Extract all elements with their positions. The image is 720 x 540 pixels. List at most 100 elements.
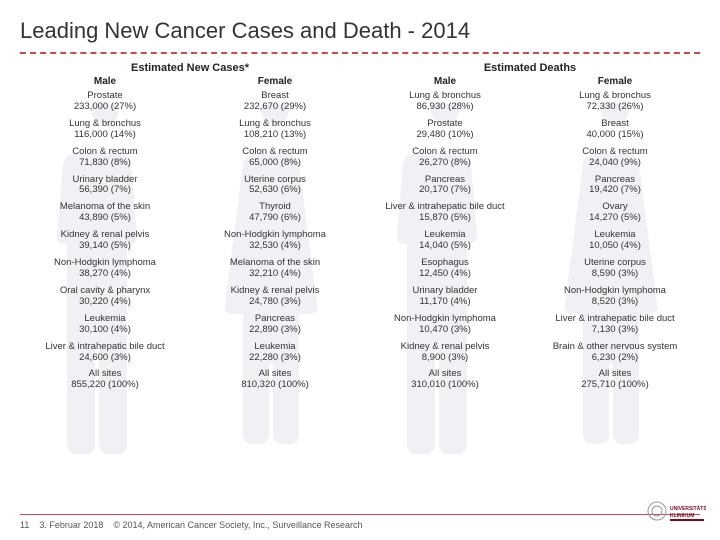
logo-text-1: UNIVERSITÄTS	[670, 505, 706, 512]
list-item: Lung & bronchus116,000 (14%)	[20, 119, 190, 141]
cancer-value: 8,520 (3%)	[530, 297, 700, 308]
list-item: Breast232,670 (29%)	[190, 91, 360, 113]
section-header-new-cases: Estimated New Cases*	[20, 62, 360, 76]
cancer-value: 10,050 (4%)	[530, 241, 700, 252]
list-item: Melanoma of the skin32,210 (4%)	[190, 258, 360, 280]
cancer-list: Prostate233,000 (27%) Lung & bronchus116,…	[20, 91, 190, 391]
section-header-deaths: Estimated Deaths	[360, 62, 700, 76]
list-item: Ovary14,270 (5%)	[530, 202, 700, 224]
footer-date: 3. Februar 2018	[39, 520, 103, 530]
list-item: Non-Hodgkin lymphoma8,520 (3%)	[530, 286, 700, 308]
cancer-value: 11,170 (4%)	[360, 297, 530, 308]
cancer-value: 86,930 (28%)	[360, 102, 530, 113]
list-item: Prostate233,000 (27%)	[20, 91, 190, 113]
list-item: Liver & intrahepatic bile duct7,130 (3%)	[530, 314, 700, 336]
cancer-list: Lung & bronchus86,930 (28%) Prostate29,48…	[360, 91, 530, 391]
cancer-name: Colon & rectum	[530, 147, 700, 158]
list-item: Pancreas22,890 (3%)	[190, 314, 360, 336]
list-item: Leukemia10,050 (4%)	[530, 230, 700, 252]
list-item: Leukemia22,280 (3%)	[190, 342, 360, 364]
list-item: Kidney & renal pelvis39,140 (5%)	[20, 230, 190, 252]
footer: 11 3. Februar 2018 © 2014, American Canc…	[20, 514, 700, 530]
cancer-value: 72,330 (26%)	[530, 102, 700, 113]
column-gender-header: Male	[360, 76, 530, 87]
cancer-value: 855,220 (100%)	[20, 380, 190, 391]
cancer-value: 8,900 (3%)	[360, 353, 530, 364]
list-item: Non-Hodgkin lymphoma38,270 (4%)	[20, 258, 190, 280]
cancer-value: 19,420 (7%)	[530, 185, 700, 196]
cancer-value: 39,140 (5%)	[20, 241, 190, 252]
cancer-name: Brain & other nervous system	[530, 342, 700, 353]
logo-text-2: KLINIKUM	[670, 513, 694, 519]
list-item: All sites855,220 (100%)	[20, 369, 190, 391]
cancer-value: 108,210 (13%)	[190, 130, 360, 141]
column-1: Female Breast232,670 (29%) Lung & bronchus…	[190, 76, 360, 397]
list-item: Lung & bronchus86,930 (28%)	[360, 91, 530, 113]
list-item: Leukemia30,100 (4%)	[20, 314, 190, 336]
cancer-value: 65,000 (8%)	[190, 158, 360, 169]
column-gender-header: Female	[190, 76, 360, 87]
cancer-value: 310,010 (100%)	[360, 380, 530, 391]
cancer-name: Kidney & renal pelvis	[360, 342, 530, 353]
list-item: Urinary bladder11,170 (4%)	[360, 286, 530, 308]
cancer-value: 12,450 (4%)	[360, 269, 530, 280]
list-item: Colon & rectum24,040 (9%)	[530, 147, 700, 169]
section-headers-row: Estimated New Cases* Estimated Deaths	[20, 62, 700, 76]
cancer-value: 14,270 (5%)	[530, 213, 700, 224]
cancer-value: 24,040 (9%)	[530, 158, 700, 169]
cancer-value: 32,530 (4%)	[190, 241, 360, 252]
list-item: Pancreas19,420 (7%)	[530, 175, 700, 197]
data-grid: MaleProstate233,000 (27%)Lung & bronchus…	[20, 76, 700, 397]
column-0: Male Prostate233,000 (27%) Lung & bronchus…	[20, 76, 190, 397]
list-item: Urinary bladder56,390 (7%)	[20, 175, 190, 197]
cancer-value: 32,210 (4%)	[190, 269, 360, 280]
cancer-value: 24,780 (3%)	[190, 297, 360, 308]
list-item: Kidney & renal pelvis24,780 (3%)	[190, 286, 360, 308]
list-item: Lung & bronchus72,330 (26%)	[530, 91, 700, 113]
list-item: Liver & intrahepatic bile duct24,600 (3%…	[20, 342, 190, 364]
list-item: Thyroid47,790 (6%)	[190, 202, 360, 224]
list-item: Colon & rectum65,000 (8%)	[190, 147, 360, 169]
cancer-name: Colon & rectum	[20, 147, 190, 158]
cancer-value: 26,270 (8%)	[360, 158, 530, 169]
cancer-value: 275,710 (100%)	[530, 380, 700, 391]
list-item: Prostate29,480 (10%)	[360, 119, 530, 141]
list-item: Brain & other nervous system6,230 (2%)	[530, 342, 700, 364]
list-item: All sites310,010 (100%)	[360, 369, 530, 391]
cancer-name: Colon & rectum	[360, 147, 530, 158]
cancer-value: 30,100 (4%)	[20, 325, 190, 336]
footer-copyright: © 2014, American Cancer Society, Inc., S…	[113, 520, 362, 530]
list-item: Colon & rectum71,830 (8%)	[20, 147, 190, 169]
cancer-name: Leukemia	[190, 342, 360, 353]
list-item: Pancreas20,170 (7%)	[360, 175, 530, 197]
list-item: Colon & rectum26,270 (8%)	[360, 147, 530, 169]
list-item: Breast40,000 (15%)	[530, 119, 700, 141]
cancer-value: 43,890 (5%)	[20, 213, 190, 224]
cancer-value: 30,220 (4%)	[20, 297, 190, 308]
cancer-value: 232,670 (29%)	[190, 102, 360, 113]
column-2: Male Lung & bronchus86,930 (28%) Prostate2…	[360, 76, 530, 397]
cancer-value: 24,600 (3%)	[20, 353, 190, 364]
column-gender-header: Male	[20, 76, 190, 87]
cancer-value: 52,630 (6%)	[190, 185, 360, 196]
university-logo: UNIVERSITÄTS KLINIKUM	[646, 498, 706, 524]
footer-page: 11	[20, 520, 29, 530]
list-item: Kidney & renal pelvis8,900 (3%)	[360, 342, 530, 364]
cancer-value: 116,000 (14%)	[20, 130, 190, 141]
cancer-value: 6,230 (2%)	[530, 353, 700, 364]
list-item: Uterine corpus52,630 (6%)	[190, 175, 360, 197]
page-title: Leading New Cancer Cases and Death - 201…	[20, 18, 700, 44]
cancer-value: 8,590 (3%)	[530, 269, 700, 280]
cancer-value: 71,830 (8%)	[20, 158, 190, 169]
cancer-value: 810,320 (100%)	[190, 380, 360, 391]
cancer-value: 56,390 (7%)	[20, 185, 190, 196]
cancer-value: 14,040 (5%)	[360, 241, 530, 252]
cancer-value: 29,480 (10%)	[360, 130, 530, 141]
list-item: Oral cavity & pharynx30,220 (4%)	[20, 286, 190, 308]
list-item: Leukemia14,040 (5%)	[360, 230, 530, 252]
list-item: Lung & bronchus108,210 (13%)	[190, 119, 360, 141]
cancer-value: 15,870 (5%)	[360, 213, 530, 224]
column-3: FemaleLung & bronchus72,330 (26%)Breast4…	[530, 76, 700, 397]
cancer-list: Breast232,670 (29%) Lung & bronchus108,21…	[190, 91, 360, 391]
cancer-value: 40,000 (15%)	[530, 130, 700, 141]
